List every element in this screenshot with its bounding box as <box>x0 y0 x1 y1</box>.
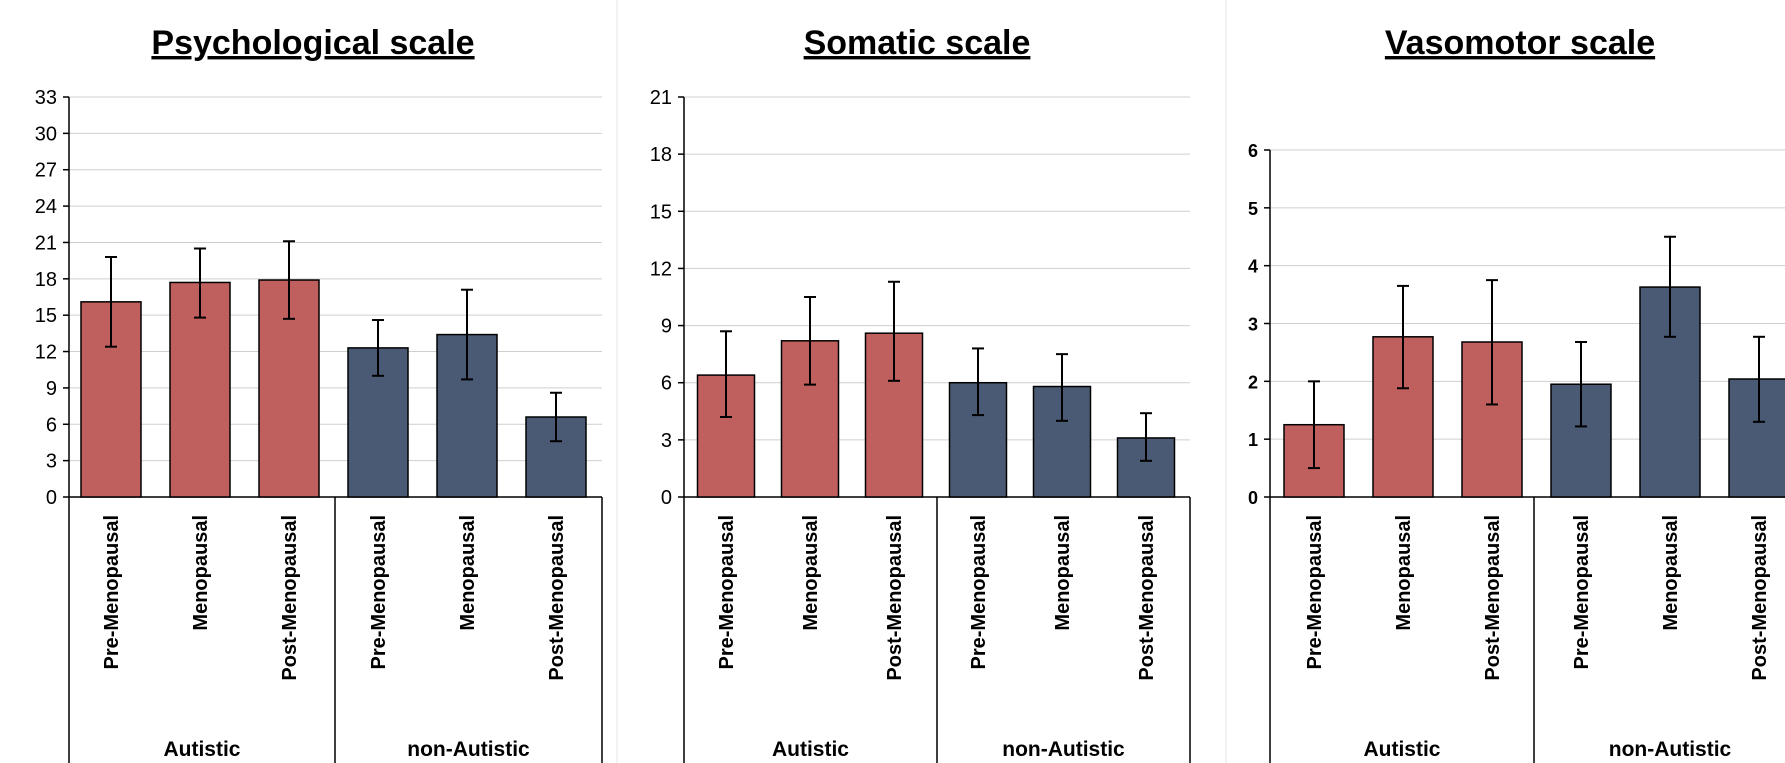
y-tick-label: 9 <box>661 316 672 338</box>
y-tick-label: 3 <box>46 451 57 473</box>
group-label: Autistic <box>163 738 240 761</box>
category-label: Post-Menopausal <box>279 515 301 681</box>
chart-0: Psychological scale 0 3 6 9 12 15 18 21 24 27 30 33 P… <box>35 24 603 763</box>
y-tick-label: 18 <box>650 144 672 166</box>
y-tick-label: 3 <box>661 430 672 452</box>
group-label: Autistic <box>1363 738 1440 761</box>
y-tick-label: 0 <box>1248 488 1258 508</box>
category-label: Menopausal <box>1393 515 1415 631</box>
y-tick-label: 24 <box>35 196 57 218</box>
category-label: Menopausal <box>800 515 822 631</box>
category-label: Pre-Menopausal <box>716 515 738 669</box>
category-label: Menopausal <box>1660 515 1682 631</box>
y-tick-label: 1 <box>1248 430 1258 450</box>
y-tick-label: 6 <box>661 373 672 395</box>
category-label: Post-Menopausal <box>546 515 568 681</box>
y-tick-label: 15 <box>35 305 57 327</box>
bar <box>864 332 924 498</box>
y-tick-label: 21 <box>650 87 672 109</box>
chart-title: Vasomotor scale <box>1385 24 1655 62</box>
category-label: Menopausal <box>190 515 212 631</box>
chart-title: Somatic scale <box>804 24 1031 62</box>
category-label: Pre-Menopausal <box>1304 515 1326 669</box>
y-tick-label: 12 <box>35 342 57 364</box>
y-tick-label: 0 <box>46 487 57 509</box>
bar <box>1728 378 1785 498</box>
y-tick-label: 18 <box>35 269 57 291</box>
y-tick-label: 12 <box>650 258 672 280</box>
y-tick-label: 4 <box>1248 257 1258 277</box>
y-tick-label: 6 <box>46 414 57 436</box>
y-tick-label: 30 <box>35 123 57 145</box>
y-tick-label: 15 <box>650 201 672 223</box>
y-tick-label: 21 <box>35 232 57 254</box>
chart-2: Vasomotor scale 0 1 2 3 4 5 6 Pre-Menopausal Meno… <box>1248 24 1785 763</box>
y-tick-label: 5 <box>1248 199 1258 219</box>
category-label: Pre-Menopausal <box>101 515 123 669</box>
category-label: Pre-Menopausal <box>1571 515 1593 669</box>
chart-title: Psychological scale <box>151 24 474 62</box>
group-label: non-Autistic <box>407 738 530 761</box>
y-tick-label: 6 <box>1248 141 1258 161</box>
y-tick-label: 3 <box>1248 315 1258 335</box>
category-label: Menopausal <box>457 515 479 631</box>
category-label: Post-Menopausal <box>1749 515 1771 681</box>
group-label: Autistic <box>772 738 849 761</box>
category-label: Post-Menopausal <box>884 515 906 681</box>
y-tick-label: 9 <box>46 378 57 400</box>
y-tick-label: 0 <box>661 487 672 509</box>
y-tick-label: 27 <box>35 160 57 182</box>
y-tick-label: 33 <box>35 87 57 109</box>
group-label: non-Autistic <box>1002 738 1125 761</box>
group-label: non-Autistic <box>1609 738 1732 761</box>
category-label: Pre-Menopausal <box>968 515 990 669</box>
category-label: Post-Menopausal <box>1136 515 1158 681</box>
y-tick-label: 2 <box>1248 372 1258 392</box>
category-label: Pre-Menopausal <box>368 515 390 669</box>
category-label: Post-Menopausal <box>1482 515 1504 681</box>
chart-1: Somatic scale 0 3 6 9 12 15 18 21 Pre-Menopausal M… <box>650 24 1191 763</box>
category-label: Menopausal <box>1052 515 1074 631</box>
